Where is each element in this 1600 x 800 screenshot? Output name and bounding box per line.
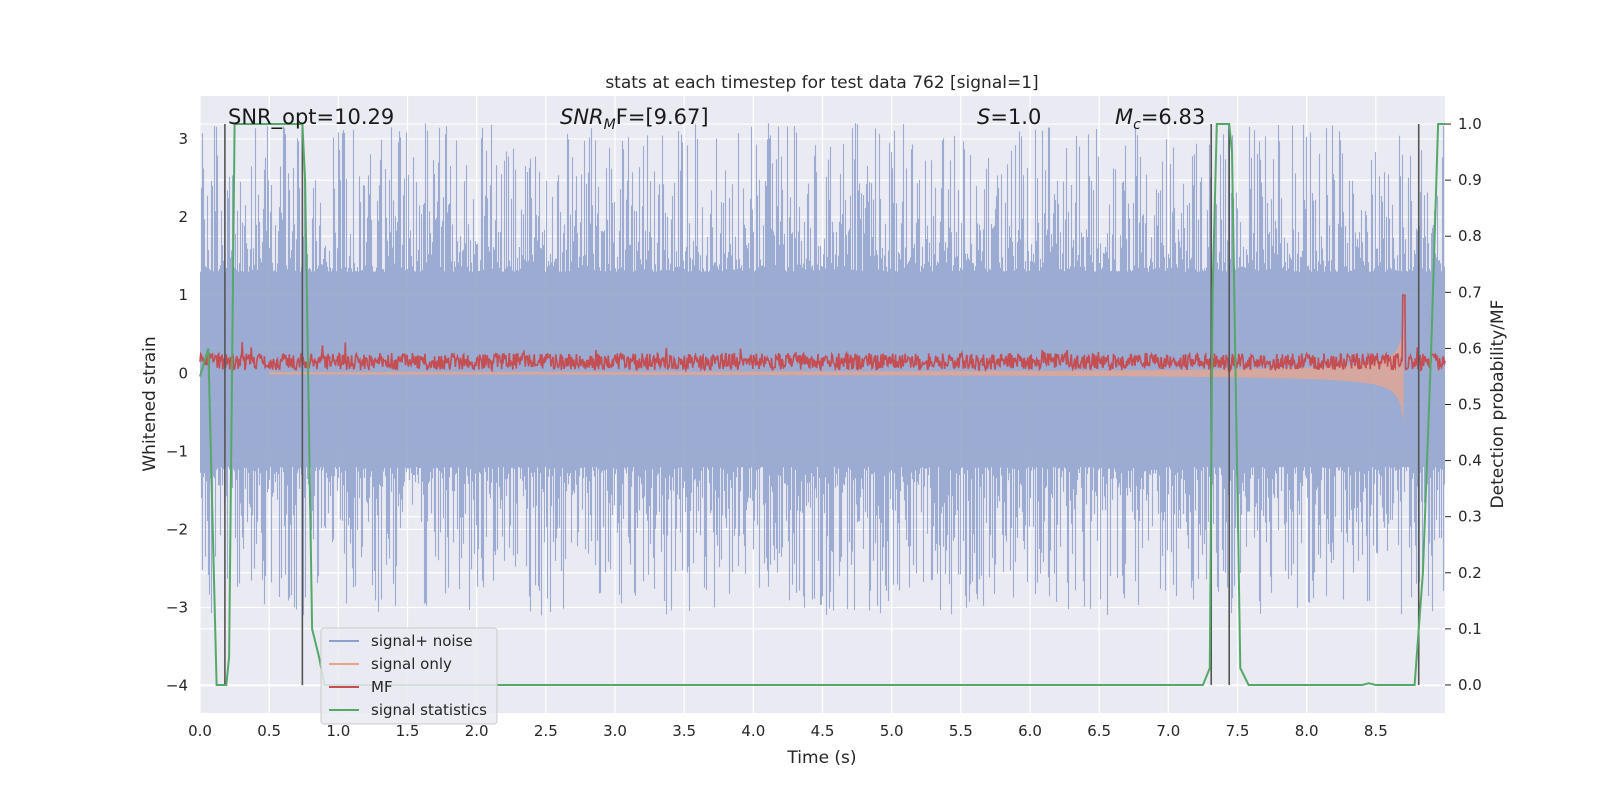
legend-box (320, 627, 498, 725)
x-tick-label: 2.0 (465, 722, 489, 740)
y2-tick-label: 0.5 (1458, 396, 1482, 414)
y2-tick-label: 0.2 (1458, 564, 1482, 582)
x-tick-label: 3.5 (672, 722, 696, 740)
snr-mf-sub: M (604, 117, 616, 133)
mc-sub: c (1133, 117, 1141, 133)
y-axis-label: Whitened strain (140, 336, 160, 471)
y-tick-label: 0 (178, 364, 188, 382)
y-tick-label: −4 (166, 677, 188, 695)
mf-trace (199, 294, 1446, 374)
s-italic: S (977, 105, 990, 129)
x-axis-label: Time (s) (786, 748, 856, 768)
y2-tick-label: 0.8 (1458, 227, 1482, 245)
x-tick-label: 8.5 (1364, 722, 1388, 740)
signal-only-series (269, 324, 1404, 423)
tick-labels: 0.0 0.5 1.0 1.5 2.0 2.5 3.0 3.5 4.0 4.5 5.0 5.5 6.0 6… (166, 115, 1482, 740)
y-tick-label: 1 (178, 286, 188, 304)
x-tick-label: 6.0 (1018, 722, 1042, 740)
x-tick-label: 3.0 (603, 722, 627, 740)
chart-title: stats at each timestep for test data 762… (605, 73, 1038, 93)
x-tick-label: 8.0 (1295, 722, 1319, 740)
annotation-mc: Mc=6.83 (1115, 105, 1205, 133)
x-tick-label: 0.0 (188, 722, 212, 740)
y2-tick-label: 0.3 (1458, 508, 1482, 526)
y-tick-label: 3 (178, 130, 188, 148)
x-tick-label: 0.5 (257, 722, 281, 740)
annotation-s: S=1.0 (977, 105, 1041, 129)
x-tick-label: 7.5 (1226, 722, 1250, 740)
y2-tick-label: 0.0 (1458, 676, 1482, 694)
mc-base: M (1115, 105, 1133, 129)
y2-tick-label: 0.6 (1458, 339, 1482, 357)
legend: signal+ noise signal only MF signal stat… (320, 627, 498, 725)
y2-axis-label: Detection probability/MF (1488, 300, 1508, 509)
annotation-snr-opt: SNR_opt=10.29 (228, 105, 394, 130)
legend-label-mf: MF (371, 678, 393, 696)
mf-series (199, 294, 1446, 374)
mc-rest: =6.83 (1141, 105, 1205, 129)
y2-tick-label: 0.7 (1458, 283, 1482, 301)
legend-label-noise: signal+ noise (371, 632, 473, 650)
x-tick-label: 7.0 (1156, 722, 1180, 740)
signal-statistics-series (199, 123, 1445, 686)
legend-label-stat: signal statistics (371, 701, 487, 719)
x-tick-label: 5.5 (949, 722, 973, 740)
y-tick-label: −1 (166, 442, 188, 460)
snr-mf-rest: F=[9.67] (616, 105, 709, 129)
y-tick-label: −3 (166, 599, 188, 617)
y2-tick-label: 0.1 (1458, 620, 1482, 638)
y2-tick-label: 1.0 (1458, 115, 1482, 133)
y-tick-label: −2 (166, 520, 188, 538)
x-tick-label: 1.5 (396, 722, 420, 740)
x-tick-label: 5.0 (880, 722, 904, 740)
x-tick-label: 2.5 (534, 722, 558, 740)
s-rest: =1.0 (990, 105, 1041, 129)
y2-tick-label: 0.9 (1458, 171, 1482, 189)
annotation-snr-mf: SNRMF=[9.67] (560, 105, 709, 133)
x-tick-label: 4.5 (811, 722, 835, 740)
x-tick-label: 6.5 (1087, 722, 1111, 740)
signal-only-envelope (269, 324, 1404, 423)
x-tick-label: 4.0 (741, 722, 765, 740)
snr-mf-base: SNR (560, 105, 604, 129)
legend-label-signal: signal only (371, 655, 452, 673)
signal-statistics-trace (199, 123, 1445, 686)
y2-tick-label: 0.4 (1458, 452, 1482, 470)
y-tick-label: 2 (178, 208, 188, 226)
x-tick-label: 1.0 (326, 722, 350, 740)
